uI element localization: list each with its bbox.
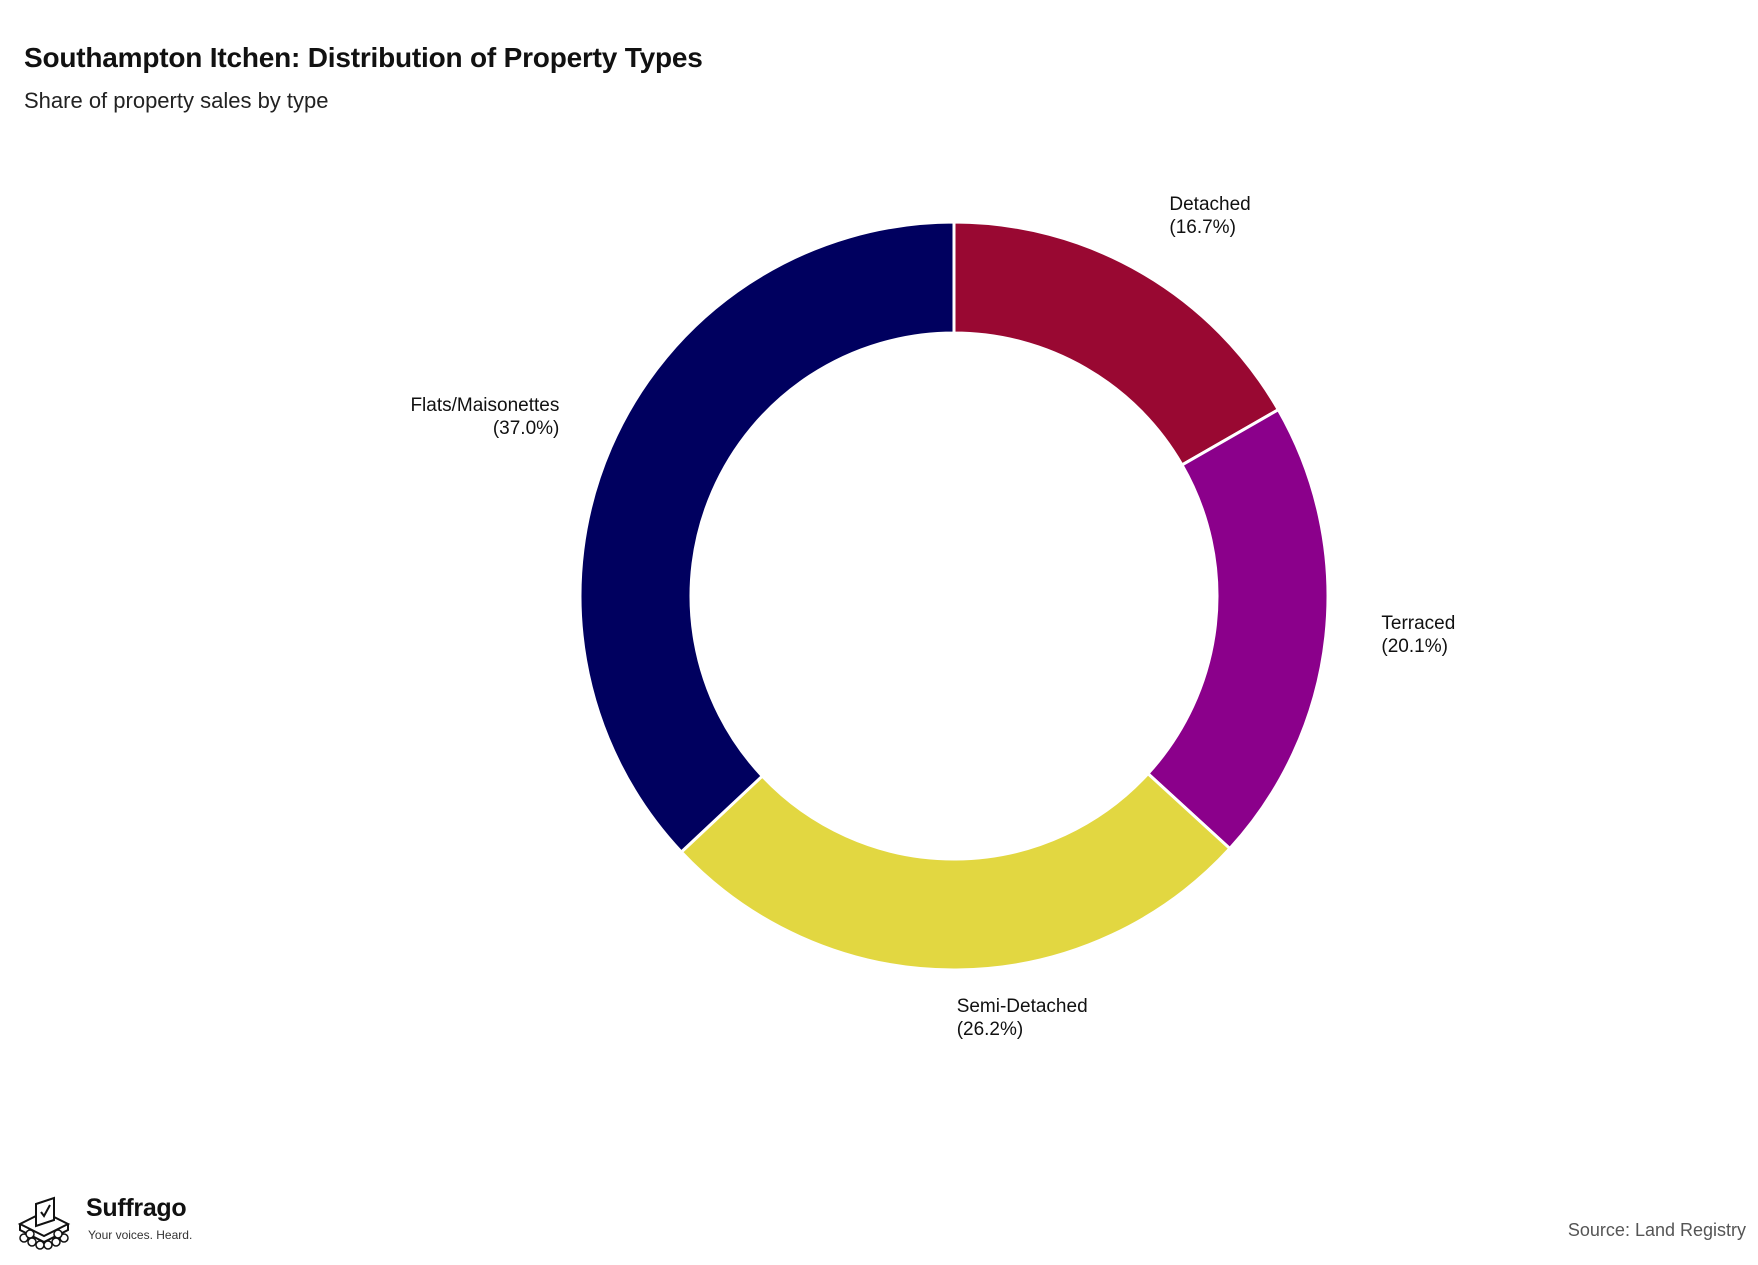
logo-name: Suffrago: [86, 1194, 187, 1222]
slice-semi-detached: [679, 771, 1232, 972]
slice-labels: Detached(16.7%) Terraced(20.1%) Semi-Detac…: [410, 194, 1455, 1040]
chart-subtitle: Share of property sales by type: [24, 88, 329, 113]
ballot-box-icon: [17, 1196, 71, 1250]
slice-detached: [952, 220, 1281, 468]
chart-title: Southampton Itchen: Distribution of Prop…: [24, 42, 703, 73]
suffrago-logo: Suffrago Your voices. Heard.: [14, 1190, 214, 1252]
source-note: Source: Land Registry: [1567, 1220, 1746, 1240]
logo-tagline: Your voices. Heard.: [88, 1228, 193, 1242]
slice-label: Flats/Maisonettes: [410, 395, 559, 416]
slice-percent-label: (37.0%): [493, 418, 560, 439]
donut-slices: [578, 220, 1330, 972]
slice-percent-label: (16.7%): [1169, 217, 1236, 238]
slice-percent-label: (26.2%): [957, 1019, 1024, 1040]
slice-flats-maisonettes: [578, 220, 956, 855]
slice-terraced: [1145, 407, 1330, 851]
slice-label: Semi-Detached: [957, 996, 1088, 1017]
slice-label: Detached: [1169, 194, 1250, 215]
slice-percent-label: (20.1%): [1381, 636, 1448, 657]
slice-label: Terraced: [1381, 613, 1455, 634]
